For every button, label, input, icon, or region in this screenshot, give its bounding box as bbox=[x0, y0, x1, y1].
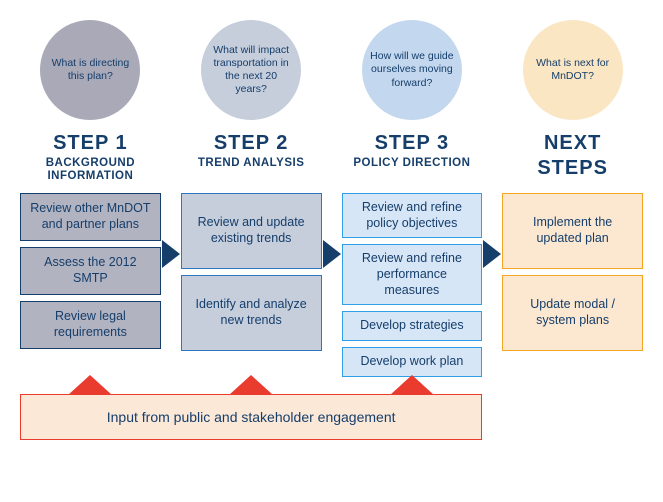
sub-label: POLICY DIRECTION bbox=[342, 157, 483, 185]
arrow-right-icon bbox=[162, 240, 180, 268]
process-grid: What is directing this plan? STEP 1BACKGR… bbox=[20, 20, 643, 377]
question-circle: What will impact transportation in the n… bbox=[201, 20, 301, 120]
arrow-right-icon bbox=[483, 240, 501, 268]
sub-label: TREND ANALYSIS bbox=[181, 157, 322, 185]
question-circle: How will we guide ourselves moving forwa… bbox=[362, 20, 462, 120]
task-box: Implement the updated plan bbox=[502, 193, 643, 269]
step-label: NEXT bbox=[502, 132, 643, 155]
arrow-right-icon bbox=[323, 240, 341, 268]
task-box: Develop strategies bbox=[342, 311, 483, 341]
triangle-row bbox=[20, 375, 643, 395]
step-label: STEP 1 bbox=[20, 132, 161, 155]
task-box: Identify and analyze new trends bbox=[181, 275, 322, 351]
question-circle: What is directing this plan? bbox=[40, 20, 140, 120]
indicator-triangle-icon bbox=[229, 375, 273, 395]
task-box: Review and refine performance measures bbox=[342, 244, 483, 305]
task-box: Review and update existing trends bbox=[181, 193, 322, 269]
step-label: STEP 3 bbox=[342, 132, 483, 155]
engagement-bar: Input from public and stakeholder engage… bbox=[20, 394, 482, 440]
task-box: Update modal / system plans bbox=[502, 275, 643, 351]
task-box: Develop work plan bbox=[342, 347, 483, 377]
question-circle: What is next for MnDOT? bbox=[523, 20, 623, 120]
task-box: Review other MnDOT and partner plans bbox=[20, 193, 161, 241]
indicator-triangle-icon bbox=[68, 375, 112, 395]
sub-label: BACKGROUND INFORMATION bbox=[20, 157, 161, 185]
task-box: Review and refine policy objectives bbox=[342, 193, 483, 238]
step-label: STEP 2 bbox=[181, 132, 322, 155]
engagement-wrap: Input from public and stakeholder engage… bbox=[20, 395, 643, 440]
indicator-triangle-icon bbox=[390, 375, 434, 395]
sub-label: STEPS bbox=[502, 157, 643, 185]
task-box: Assess the 2012 SMTP bbox=[20, 247, 161, 295]
task-box: Review legal requirements bbox=[20, 301, 161, 349]
